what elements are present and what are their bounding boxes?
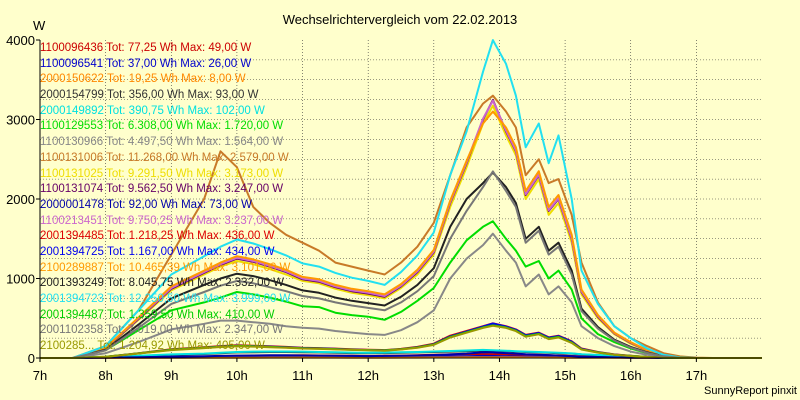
x-tick-label: 8h xyxy=(98,368,112,383)
series-line-19 xyxy=(40,324,762,359)
legend-item: 1100131025 Tot: 9.291,50 Wh Max: 3.173,0… xyxy=(40,167,284,180)
series-line-6 xyxy=(40,232,762,359)
legend-item: 2000001478 Tot: 92,00 Wh Max: 73,00 W xyxy=(40,198,253,211)
series-line-14 xyxy=(40,110,762,359)
legend-item: 1100129553 Tot: 6.308,00 Wh Max: 1.720,0… xyxy=(40,120,284,133)
y-tick-label: 0 xyxy=(28,351,35,366)
legend-item: 1100213451 Tot: 9.750,25 Wh Max: 3.237,0… xyxy=(40,214,284,227)
footer-credit: SunnyReport pinxit xyxy=(704,385,797,397)
legend-item: 1100131006 Tot: 11.268,00 Wh Max: 2.579,… xyxy=(40,151,289,164)
x-tick-label: 13h xyxy=(423,368,445,383)
legend-item: 2000150622 Tot: 19,25 Wh Max: 8,00 W xyxy=(40,73,246,86)
legend-item: 2100289887 Tot: 10.465,39 Wh Max: 3.101,… xyxy=(40,261,291,274)
y-axis-label: W xyxy=(33,18,46,33)
x-tick-label: 17h xyxy=(686,368,708,383)
series-line-16 xyxy=(40,39,762,359)
x-tick-label: 15h xyxy=(554,368,576,383)
x-tick-label: 10h xyxy=(226,368,248,383)
legend-item: 2000154799 Tot: 356,00 Wh Max: 93,00 W xyxy=(40,89,259,102)
legend-item: 2001394487 Tot: 1.359,50 Wh Max: 410,00 … xyxy=(40,308,275,321)
series-line-18 xyxy=(40,170,762,359)
x-tick-label: 7h xyxy=(33,368,47,383)
x-tick-label: 11h xyxy=(292,368,313,383)
legend-item: 1100096436 Tot: 77,25 Wh Max: 49,00 W xyxy=(40,42,252,54)
x-tick-label: 16h xyxy=(620,368,642,383)
legend-item: 1100131074 Tot: 9.562,50 Wh Max: 3.247,0… xyxy=(40,183,284,196)
legend-item: 1100130966 Tot: 4.497,50 Wh Max: 1.564,0… xyxy=(40,136,284,149)
legend: 1100096436 Tot: 77,25 Wh Max: 49,00 W 110… xyxy=(40,41,370,355)
legend-item: 2000149892 Tot: 390,75 Wh Max: 102,00 W xyxy=(40,104,265,117)
legend-item: 2001394725 Tot: 1.167,00 Wh Max: 434,00 … xyxy=(40,245,275,258)
legend-item: 2001102358 Tot: 7.019,00 Wh Max: 2.347,0… xyxy=(40,324,284,337)
x-tick-label: 14h xyxy=(489,368,511,383)
x-tick-label: 9h xyxy=(164,368,178,383)
legend-item: 2001393249 Tot: 8.045,75 Wh Max: 2.332,0… xyxy=(40,277,285,290)
y-tick-label: 4000 xyxy=(6,33,35,48)
y-tick-label: 1000 xyxy=(6,272,35,287)
chart-title: Wechselrichtervergleich vom 22.02.2013 xyxy=(283,12,518,27)
y-tick-label: 3000 xyxy=(6,113,35,128)
legend-item: 1100096541 Tot: 37,00 Wh Max: 26,00 W xyxy=(40,57,252,70)
legend-item: 2001394485 Tot: 1.218,25 Wh Max: 436,00 … xyxy=(40,230,275,243)
legend-item: 2001394723 Tot: 12.250,50 Wh Max: 3.999,… xyxy=(40,293,291,305)
legend-item: 2100285... Tot: 1.204,92 Wh Max: 405,00 … xyxy=(40,340,265,353)
y-tick-label: 2000 xyxy=(6,192,35,207)
x-tick-label: 12h xyxy=(357,368,379,383)
